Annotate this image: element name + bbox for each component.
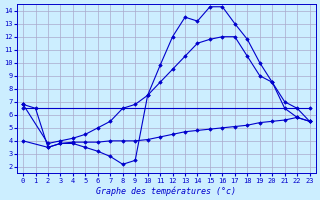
X-axis label: Graphe des températures (°c): Graphe des températures (°c) bbox=[96, 186, 236, 196]
